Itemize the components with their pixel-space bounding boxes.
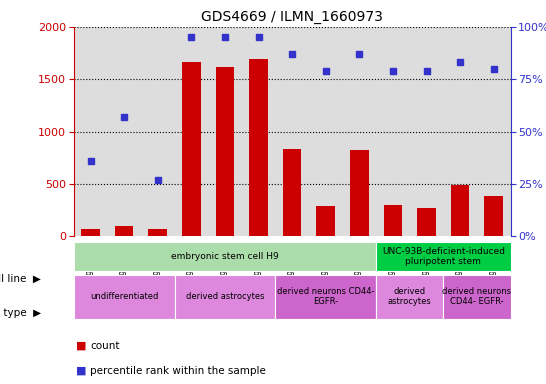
Bar (410, 27, 443, 236)
Bar (376, 27, 410, 236)
Point (422, 68, 431, 74)
Point (288, 51, 296, 57)
Point (489, 66, 498, 72)
Text: derived neurons
CD44- EGFR-: derived neurons CD44- EGFR- (442, 287, 512, 306)
Bar (108, 27, 141, 236)
Text: embryonic stem cell H9: embryonic stem cell H9 (171, 252, 279, 261)
Bar (477, 27, 511, 236)
Text: ■: ■ (76, 341, 87, 351)
Bar (250, 59, 268, 236)
Bar (74, 275, 175, 319)
Text: derived astrocytes: derived astrocytes (186, 292, 264, 301)
Bar (74, 242, 376, 271)
Bar (283, 149, 301, 236)
Point (456, 60, 465, 66)
Bar (342, 27, 376, 236)
Bar (376, 275, 443, 319)
Bar (417, 209, 436, 236)
Text: UNC-93B-deficient-induced
pluripotent stem: UNC-93B-deficient-induced pluripotent st… (382, 247, 505, 266)
Point (153, 177, 162, 183)
Bar (443, 27, 477, 236)
Bar (141, 27, 175, 236)
Point (120, 114, 128, 120)
Bar (74, 27, 108, 236)
Text: undifferentiated: undifferentiated (90, 292, 158, 301)
Bar (443, 275, 511, 319)
Text: cell type  ▶: cell type ▶ (0, 308, 41, 318)
Point (355, 51, 364, 57)
Bar (350, 151, 369, 236)
Text: count: count (90, 341, 120, 351)
Bar (208, 27, 242, 236)
Bar (275, 275, 376, 319)
Bar (309, 27, 342, 236)
Bar (182, 63, 200, 236)
Text: percentile rank within the sample: percentile rank within the sample (90, 366, 266, 376)
Bar (216, 67, 234, 236)
Bar (451, 185, 470, 236)
Bar (384, 205, 402, 236)
Point (322, 68, 330, 74)
Bar (149, 229, 167, 236)
Bar (175, 275, 275, 319)
Bar (317, 206, 335, 236)
Point (86, 158, 95, 164)
Bar (115, 226, 133, 236)
Bar (484, 196, 503, 236)
Point (254, 34, 263, 40)
Point (389, 68, 397, 74)
Bar (275, 27, 309, 236)
Text: ■: ■ (76, 366, 87, 376)
Bar (242, 27, 275, 236)
Text: derived
astrocytes: derived astrocytes (388, 287, 431, 306)
Bar (376, 242, 511, 271)
Point (187, 34, 195, 40)
Title: GDS4669 / ILMN_1660973: GDS4669 / ILMN_1660973 (201, 10, 383, 25)
Bar (175, 27, 208, 236)
Text: cell line  ▶: cell line ▶ (0, 273, 41, 283)
Text: derived neurons CD44-
EGFR-: derived neurons CD44- EGFR- (277, 287, 375, 306)
Point (221, 34, 229, 40)
Bar (81, 229, 100, 236)
